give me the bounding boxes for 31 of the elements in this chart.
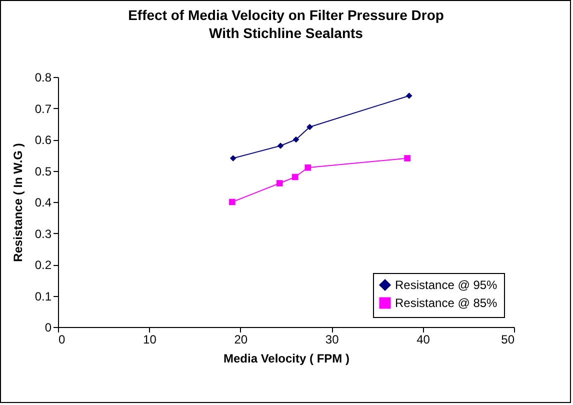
x-axis-title: Media Velocity ( FPM )	[223, 352, 350, 366]
legend-label: Resistance @ 95%	[395, 278, 498, 292]
point	[304, 164, 312, 171]
x-tick-label: 50	[501, 332, 515, 346]
y-tick-label: 0.5	[34, 164, 52, 178]
point	[230, 155, 236, 162]
chart-subtitle: With Stichline Sealants	[209, 25, 364, 41]
legend-label: Resistance @ 85%	[395, 296, 498, 310]
x-tick-label: 10	[143, 332, 157, 346]
y-tick-label: 0.6	[34, 133, 52, 147]
y-tick-label: 0	[44, 320, 52, 334]
point	[276, 180, 283, 186]
x-tick-label: 40	[416, 332, 430, 346]
x-tick-label: 30	[325, 332, 340, 346]
y-tick-label: 0.1	[34, 289, 52, 304]
x-tick-label: 0	[58, 332, 66, 346]
y-tick-label: 0.8	[34, 70, 52, 84]
point	[292, 174, 298, 180]
y-tick-label: 0.7	[34, 102, 52, 116]
point	[292, 136, 300, 143]
y-tick-label: 0.3	[34, 226, 52, 241]
point	[277, 142, 284, 149]
y-tick-label: 0.4	[34, 196, 52, 210]
chart-title: Effect of Media Velocity on Filter Pressure Drop	[128, 7, 444, 23]
x-tick-label: 20	[234, 332, 248, 346]
point	[406, 92, 412, 99]
point	[404, 155, 410, 162]
y-tick-label: 0.2	[34, 258, 52, 272]
point	[229, 198, 236, 206]
y-axis-title: Resistance ( In W.G )	[10, 143, 25, 262]
point	[306, 124, 313, 130]
